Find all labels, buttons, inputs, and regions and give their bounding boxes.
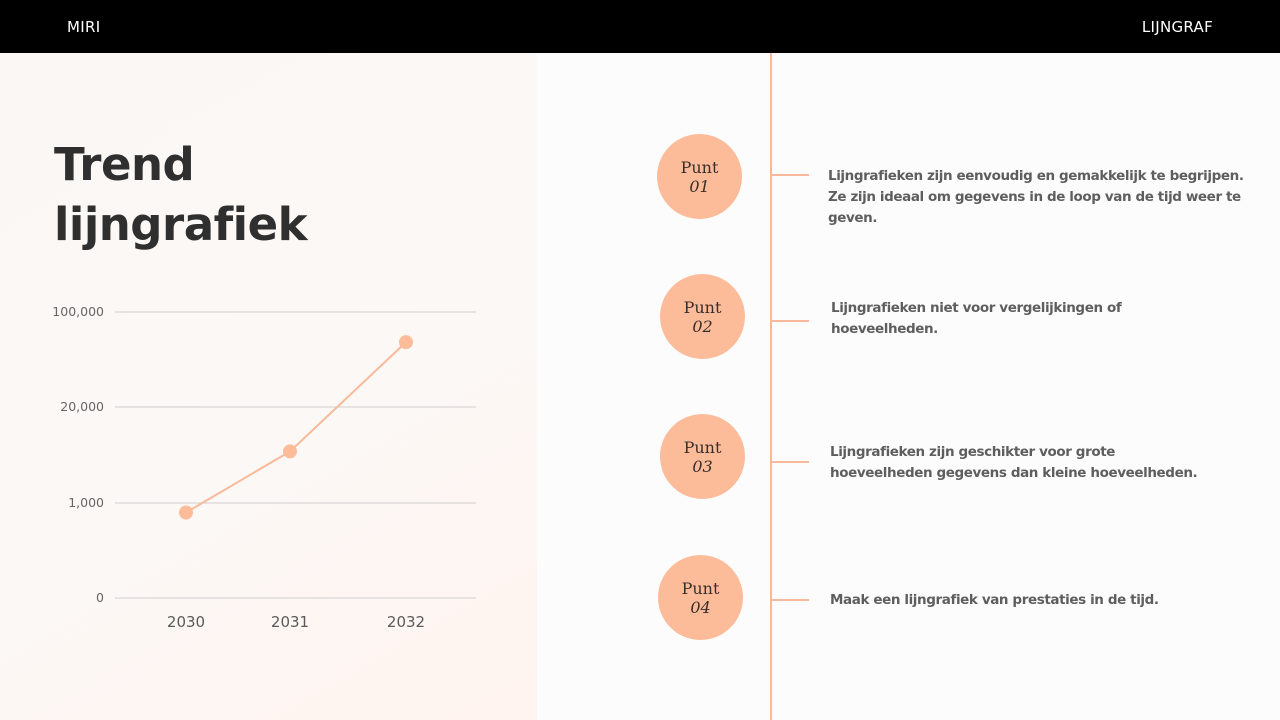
y-tick-label: 1,000 bbox=[68, 495, 104, 510]
x-tick-label: 2031 bbox=[271, 613, 309, 631]
point-text-02: Lijngrafieken niet voor vergelijkingen o… bbox=[831, 298, 1122, 340]
point-text-line: Lijngrafieken niet voor vergelijkingen o… bbox=[831, 300, 1122, 316]
point-text-03: Lijngrafieken zijn geschikter voor grote… bbox=[830, 442, 1198, 484]
point-text-line: hoeveelheden. bbox=[831, 321, 938, 337]
y-tick-label: 100,000 bbox=[52, 304, 104, 319]
point-badge-01: Punt 01 bbox=[657, 134, 742, 219]
point-text-line: Lijngrafieken zijn geschikter voor grote bbox=[830, 444, 1116, 460]
point-badge-03: Punt 03 bbox=[660, 414, 745, 499]
point-label: Punt bbox=[683, 437, 722, 457]
point-number: 04 bbox=[690, 597, 711, 617]
point-badge-04: Punt 04 bbox=[658, 555, 743, 640]
point-badge-02: Punt 02 bbox=[660, 274, 745, 359]
title-line-1: Trend bbox=[54, 138, 195, 191]
data-point bbox=[399, 335, 413, 350]
point-label: Punt bbox=[683, 297, 722, 317]
point-label: Punt bbox=[680, 157, 719, 177]
point-text-04: Maak een lijngrafiek van prestaties in d… bbox=[830, 590, 1159, 611]
y-tick-label: 0 bbox=[96, 590, 104, 605]
line-chart: 0 1,000 20,000 100,000 2030 2031 2032 bbox=[52, 304, 476, 631]
brand-label: MIRI bbox=[67, 18, 101, 36]
top-bar: MIRI LIJNGRAF bbox=[0, 0, 1280, 53]
point-text-line: Ze zijn ideaal om gegevens in de loop va… bbox=[828, 189, 1241, 226]
point-number: 02 bbox=[692, 316, 713, 336]
point-connector bbox=[771, 599, 809, 601]
point-text-01: Lijngrafieken zijn eenvoudig en gemakkel… bbox=[828, 166, 1280, 229]
point-label: Punt bbox=[681, 578, 720, 598]
data-point bbox=[283, 444, 297, 459]
point-number: 03 bbox=[692, 456, 713, 476]
left-panel bbox=[0, 53, 537, 720]
point-number: 01 bbox=[689, 176, 710, 196]
point-connector bbox=[771, 320, 809, 322]
title-line-2: lijngrafiek bbox=[54, 198, 308, 251]
data-point bbox=[179, 505, 193, 520]
section-label: LIJNGRAF bbox=[1141, 18, 1213, 36]
series-line bbox=[185, 341, 407, 514]
page-title: Trend lijngrafiek bbox=[54, 135, 308, 255]
point-connector bbox=[771, 461, 809, 463]
point-text-line: hoeveelheden gegevens dan kleine hoeveel… bbox=[830, 465, 1198, 481]
x-tick-label: 2032 bbox=[387, 613, 425, 631]
timeline-line bbox=[770, 53, 772, 720]
y-tick-label: 20,000 bbox=[60, 399, 104, 414]
point-connector bbox=[771, 174, 809, 176]
x-tick-label: 2030 bbox=[167, 613, 205, 631]
point-text-line: Lijngrafieken zijn eenvoudig en gemakkel… bbox=[828, 168, 1244, 184]
point-text-line: Maak een lijngrafiek van prestaties in d… bbox=[830, 592, 1159, 608]
